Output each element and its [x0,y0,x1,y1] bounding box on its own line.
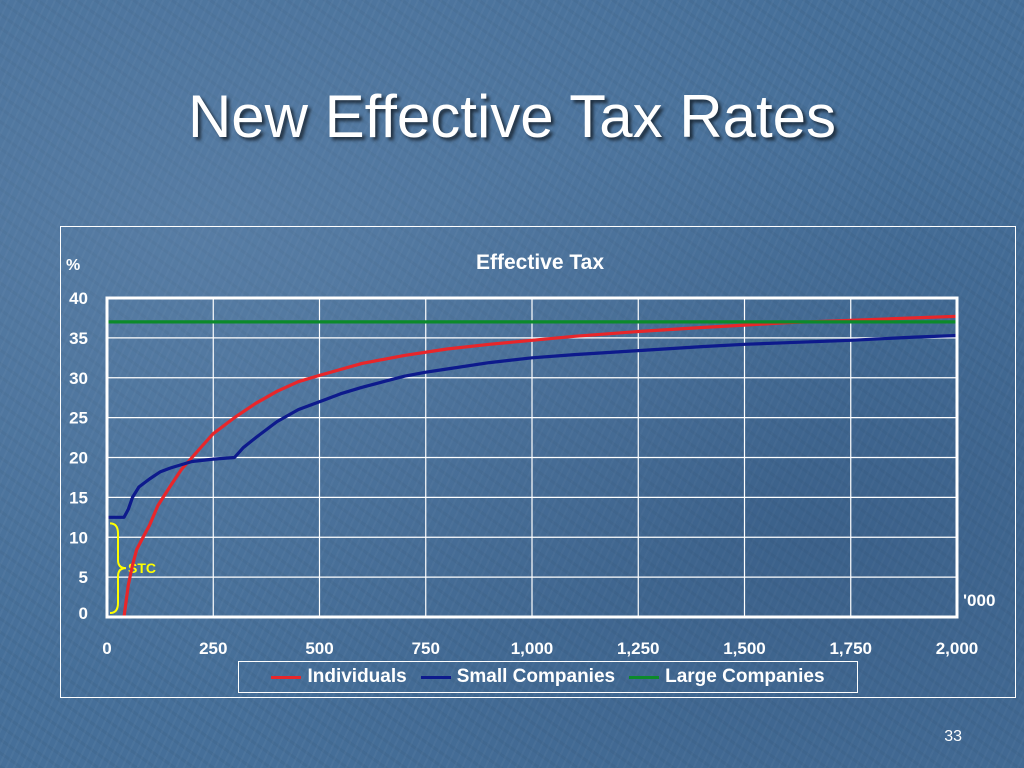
page-number: 33 [944,728,962,745]
chart-frame [60,226,1016,698]
stc-label: STC [128,560,156,576]
series-lines [105,314,959,619]
y-tick-label: 10 [69,528,88,547]
x-tick-label: 250 [199,639,227,658]
x-tick-label: 2,000 [936,639,979,658]
x-tick-label: 750 [412,639,440,658]
x-tick-label: 0 [102,639,111,658]
x-tick-label: 1,750 [829,639,872,658]
x-tick-label: 500 [305,639,333,658]
legend-swatch-large-companies [629,675,660,679]
legend-swatch-individuals [271,675,302,679]
y-tick-label: 20 [69,449,88,468]
tick-labels: 0 250 500 750 1,000 1,250 1,500 1,750 2,000 0 5 10 1… [69,289,978,658]
plot-border [105,296,959,619]
chart-title: Effective Tax [476,251,604,274]
slide-title: New Effective Tax Rates [187,83,837,150]
x-tick-label: 1,250 [617,639,660,658]
x-tick-label: 1,000 [511,639,554,658]
y-tick-label: 30 [69,369,88,388]
x-tick-label: 1,500 [723,639,766,658]
y-tick-label: 25 [69,409,88,428]
y-tick-label: 35 [69,329,88,348]
legend-swatch-small-companies [420,675,451,679]
legend-item-small-companies: Small Companies [420,666,616,688]
legend-label-small-companies: Small Companies [456,666,616,687]
legend-label-individuals: Individuals [307,666,407,687]
stc-brace [109,522,127,614]
y-tick-label: 40 [69,289,88,308]
y-tick-label: 0 [79,604,88,623]
legend-label-large-companies: Large Companies [665,666,825,687]
y-axis-label: % [66,257,80,274]
small-companies-line [105,333,959,519]
x-axis-label: '000 [963,591,995,610]
y-tick-label: 5 [79,568,88,587]
y-tick-label: 15 [69,488,88,507]
chart-legend: Individuals Small Companies Large Compan… [238,661,858,693]
legend-item-individuals: Individuals [271,666,407,688]
stc-annotation: STC [109,522,156,614]
legend-item-large-companies: Large Companies [629,666,825,688]
individuals-line [122,314,959,619]
